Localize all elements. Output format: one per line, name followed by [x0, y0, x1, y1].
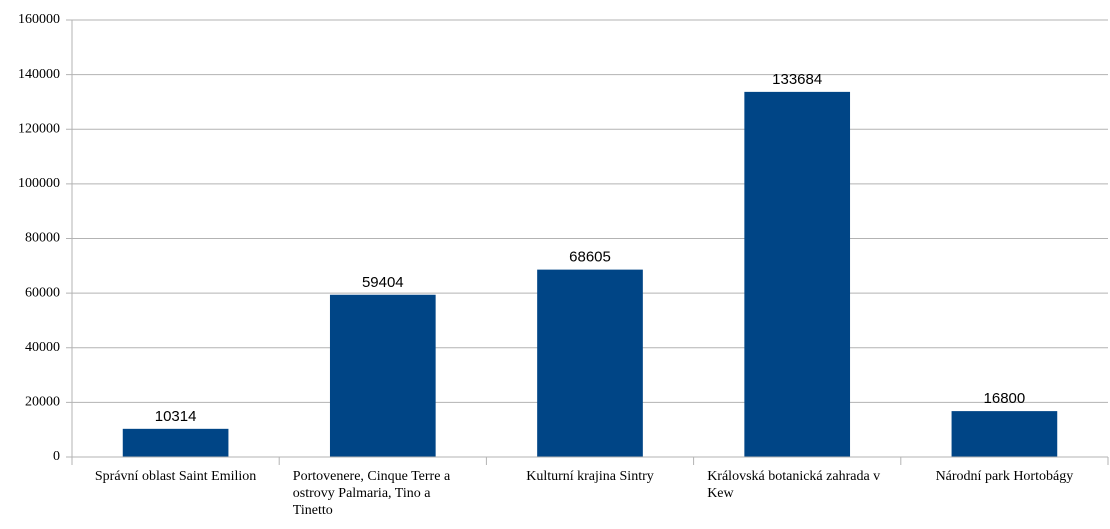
- y-tick-label: 140000: [18, 67, 60, 82]
- x-tick-label: Kulturní krajina Sintry: [526, 469, 654, 484]
- x-tick-label-box: Národní park Hortobágy: [901, 468, 1108, 485]
- y-tick-label: 60000: [25, 285, 60, 300]
- value-label: 133684: [772, 71, 822, 88]
- x-tick-label: Národní park Hortobágy: [935, 469, 1074, 484]
- y-tick-label: 40000: [25, 340, 60, 355]
- x-tick-label-box: Portovenere, Cinque Terre a ostrovy Palm…: [279, 468, 486, 519]
- x-tick-label: Portovenere, Cinque Terre a ostrovy Palm…: [292, 469, 451, 518]
- x-tick-label-box: Královská botanická zahrada v Kew: [694, 468, 901, 502]
- x-tick-label: Královská botanická zahrada v Kew: [707, 469, 881, 501]
- x-tick-label-box: Správní oblast Saint Emilion: [72, 468, 279, 485]
- y-tick-label: 160000: [18, 12, 60, 27]
- x-tick-label: Správní oblast Saint Emilion: [94, 469, 257, 484]
- y-tick-label: 100000: [18, 176, 60, 191]
- bar: [744, 91, 851, 457]
- y-tick-label: 80000: [25, 231, 60, 246]
- bar: [122, 428, 229, 457]
- bar: [951, 411, 1058, 457]
- y-tick-label: 120000: [18, 121, 60, 136]
- y-tick-label: 20000: [25, 395, 60, 410]
- bar: [329, 294, 436, 457]
- x-tick-label-box: Kulturní krajina Sintry: [486, 468, 693, 485]
- value-label: 59404: [362, 274, 404, 291]
- y-tick-label: 0: [53, 449, 60, 464]
- bar: [537, 269, 643, 457]
- value-label: 10314: [155, 408, 197, 425]
- value-label: 16800: [984, 390, 1026, 407]
- value-label: 68605: [569, 249, 611, 266]
